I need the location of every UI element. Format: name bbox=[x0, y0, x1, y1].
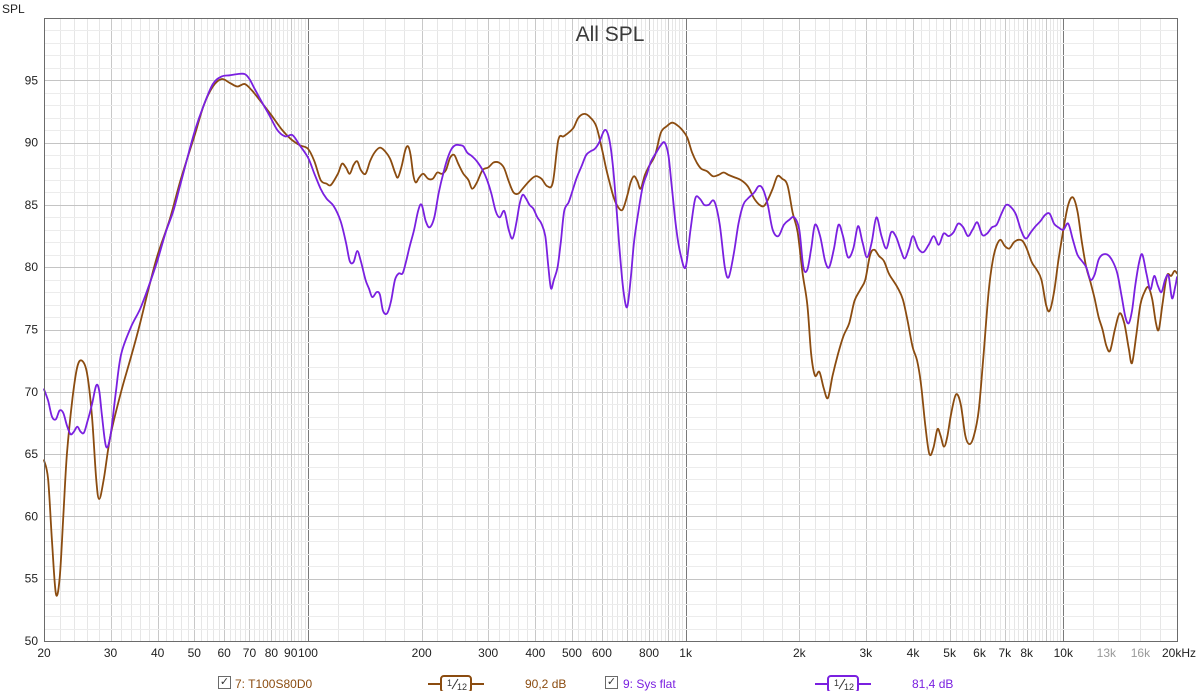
x-tick-label: 5k bbox=[943, 646, 957, 660]
x-tick-label: 500 bbox=[562, 646, 582, 660]
x-tick-label: 200 bbox=[412, 646, 432, 660]
series-lines bbox=[43, 72, 1178, 597]
y-tick-label: 75 bbox=[25, 323, 39, 337]
plot-frame bbox=[44, 18, 1178, 642]
grid bbox=[44, 18, 1178, 642]
x-tick-label: 16k bbox=[1131, 646, 1151, 660]
series-line-1 bbox=[43, 78, 1178, 597]
y-tick-label: 85 bbox=[25, 198, 39, 212]
x-tick-label: 60 bbox=[218, 646, 232, 660]
x-tick-label: 100 bbox=[298, 646, 318, 660]
x-tick-label: 3k bbox=[859, 646, 873, 660]
series-2-smoothing-num: 1 bbox=[834, 678, 839, 688]
x-tick-label: 7k bbox=[998, 646, 1012, 660]
series-2-smoothing-den: 12 bbox=[844, 682, 854, 691]
legend-footer: ✓ 7: T100S80D0 1 12 90,2 dB ✓ 9: Sys fla… bbox=[0, 672, 1200, 697]
series-2-level: 81,4 dB bbox=[912, 677, 954, 691]
series-2-smoothing-swatch[interactable]: 1 12 bbox=[815, 675, 871, 691]
y-tick-label: 90 bbox=[25, 136, 39, 150]
x-tick-label: 20kHz bbox=[1162, 646, 1196, 660]
x-tick-label: 50 bbox=[188, 646, 202, 660]
series-1-label: 7: T100S80D0 bbox=[235, 677, 313, 691]
series-1-smoothing-swatch[interactable]: 1 12 bbox=[428, 675, 484, 691]
y-tick-label: 65 bbox=[25, 447, 39, 461]
x-tick-label: 1k bbox=[679, 646, 693, 660]
series-2-checkbox[interactable]: ✓ bbox=[605, 676, 618, 689]
x-tick-label: 6k bbox=[973, 646, 987, 660]
x-tick-labels: 20 30 40 50 60 70 80 90 100 200 300 400 500 600 800 1k 2… bbox=[37, 646, 1196, 660]
x-tick-label: 70 bbox=[243, 646, 257, 660]
x-tick-label: 800 bbox=[639, 646, 659, 660]
x-tick-label: 300 bbox=[478, 646, 498, 660]
series-1-smoothing-den: 12 bbox=[457, 682, 467, 691]
x-tick-label: 10k bbox=[1054, 646, 1074, 660]
x-tick-label: 4k bbox=[907, 646, 921, 660]
series-line-2 bbox=[43, 72, 1178, 449]
x-tick-label: 80 bbox=[265, 646, 279, 660]
chart-title: All SPL bbox=[576, 23, 645, 46]
x-tick-label: 20 bbox=[37, 646, 51, 660]
y-tick-label: 60 bbox=[25, 509, 39, 523]
x-tick-label: 400 bbox=[525, 646, 545, 660]
y-tick-label: 80 bbox=[25, 260, 39, 274]
y-tick-labels: 50 55 60 65 70 75 80 85 90 95 bbox=[25, 73, 39, 648]
x-tick-label: 90 bbox=[284, 646, 298, 660]
y-tick-label: 55 bbox=[25, 572, 39, 586]
series-1-level: 90,2 dB bbox=[525, 677, 567, 691]
y-tick-label: 50 bbox=[25, 634, 39, 648]
x-tick-label: 40 bbox=[151, 646, 165, 660]
x-tick-label: 13k bbox=[1097, 646, 1117, 660]
x-tick-label: 30 bbox=[104, 646, 118, 660]
series-1-smoothing-num: 1 bbox=[447, 678, 452, 688]
x-tick-label: 600 bbox=[592, 646, 612, 660]
series-1-checkbox[interactable]: ✓ bbox=[218, 676, 231, 689]
y-axis-label: SPL bbox=[2, 2, 25, 16]
plot-area bbox=[44, 18, 1177, 641]
series-2-label: 9: Sys flat bbox=[623, 677, 676, 691]
x-tick-label: 8k bbox=[1020, 646, 1034, 660]
x-tick-label: 2k bbox=[793, 646, 807, 660]
y-tick-label: 70 bbox=[25, 385, 39, 399]
y-tick-label: 95 bbox=[25, 73, 39, 87]
